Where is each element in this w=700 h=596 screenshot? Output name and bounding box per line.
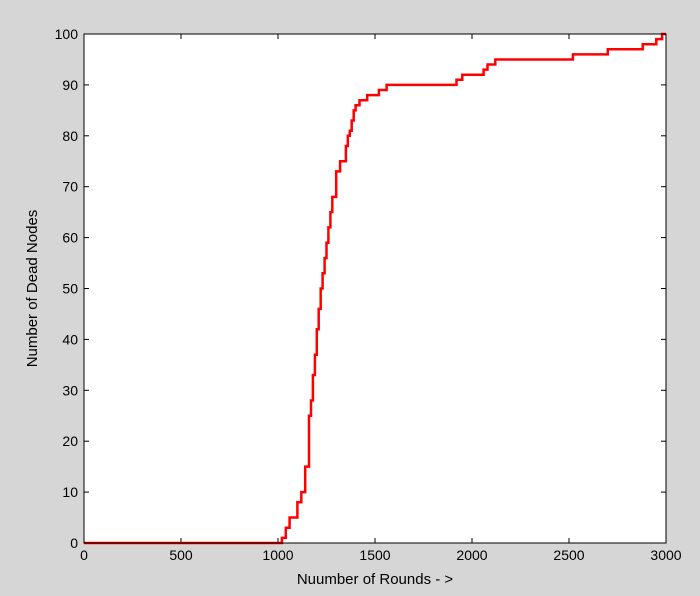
y-tick-label: 20 [62,433,78,449]
dead-nodes-series-line [84,32,666,545]
axes-frame [83,33,667,544]
y-tick-label: 70 [62,179,78,195]
x-tick-label: 2500 [553,547,584,563]
tick-labels: 0 500 1000 1500 2000 2500 3000 0 10 20 30 40 50 60 70 8… [55,26,682,563]
x-tick-label: 1500 [359,547,390,563]
x-tick-label: 500 [169,547,193,563]
axes-background [84,34,666,543]
x-tick-label: 1000 [262,547,293,563]
y-tick-label: 60 [62,230,78,246]
y-tick-label: 90 [62,77,78,93]
y-tick-label: 40 [62,331,78,347]
series-layer [84,32,666,545]
x-tick-label: 3000 [650,547,681,563]
y-tick-label: 30 [62,382,78,398]
y-tick-label: 50 [62,281,78,297]
y-tick-label: 0 [70,535,78,551]
x-tick-label: 0 [80,547,88,563]
y-tick-label: 100 [55,26,79,42]
x-tick-label: 2000 [456,547,487,563]
y-tick-label: 80 [62,128,78,144]
y-axis-label: Number of Dead Nodes [24,210,41,368]
x-axis-label: Nuumber of Rounds - > [297,571,454,588]
y-tick-label: 10 [62,484,78,500]
